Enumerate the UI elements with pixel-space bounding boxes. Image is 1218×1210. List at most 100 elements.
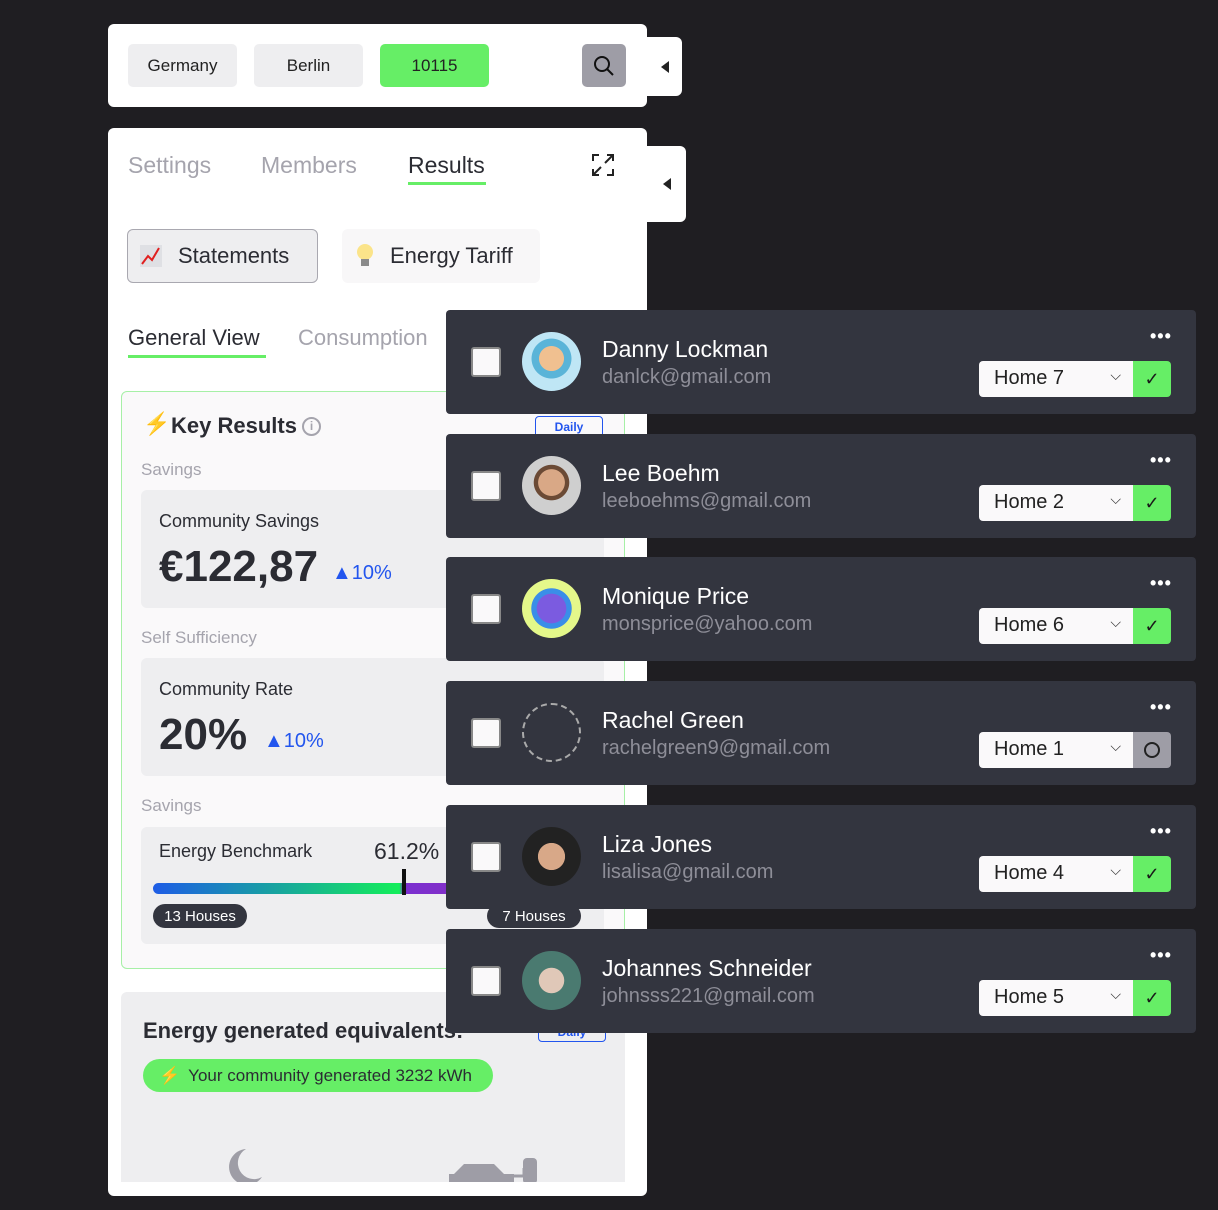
member-checkbox[interactable] bbox=[471, 347, 501, 377]
member-name: Rachel Green bbox=[602, 707, 744, 733]
subtab-underline bbox=[128, 355, 266, 358]
community-rate-label: Community Rate bbox=[159, 679, 294, 699]
home-value: Home 5 bbox=[994, 986, 1065, 1008]
member-row: Johannes Schneider johnsss221@gmail.com … bbox=[446, 929, 1196, 1033]
community-savings-label: Community Savings bbox=[159, 511, 320, 531]
tab-results[interactable]: Results bbox=[408, 152, 485, 178]
postcode-field[interactable]: 10115 bbox=[380, 44, 489, 87]
member-name: Danny Lockman bbox=[602, 336, 769, 362]
self-sufficiency-label: Self Sufficiency bbox=[141, 628, 257, 647]
left-houses-badge: 13 Houses bbox=[153, 904, 247, 928]
home-value: Home 7 bbox=[994, 367, 1065, 389]
community-rate-change: ▲10% bbox=[264, 730, 324, 752]
check-icon: ✓ bbox=[1144, 368, 1160, 389]
more-options-icon[interactable]: ••• bbox=[1150, 697, 1172, 717]
more-options-icon[interactable]: ••• bbox=[1150, 821, 1172, 841]
energy-tariff-label: Energy Tariff bbox=[390, 243, 513, 268]
clock-icon bbox=[1144, 742, 1160, 758]
status-button[interactable]: ✓ bbox=[1133, 485, 1171, 521]
search-button[interactable] bbox=[582, 44, 626, 87]
home-select[interactable]: Home 2 ⌵ bbox=[979, 485, 1133, 521]
member-checkbox[interactable] bbox=[471, 842, 501, 872]
member-checkbox[interactable] bbox=[471, 471, 501, 501]
member-name: Lee Boehm bbox=[602, 460, 720, 486]
more-options-icon[interactable]: ••• bbox=[1150, 573, 1172, 593]
community-savings-value: €122,87 bbox=[159, 542, 319, 591]
avatar-placeholder bbox=[522, 703, 581, 762]
energy-benchmark-value: 61.2% bbox=[374, 838, 440, 864]
statements-label: Statements bbox=[178, 243, 290, 268]
country-field[interactable]: Germany bbox=[128, 44, 237, 87]
status-button[interactable]: ✓ bbox=[1133, 980, 1171, 1016]
status-button[interactable]: ✓ bbox=[1133, 361, 1171, 397]
avatar bbox=[522, 827, 581, 886]
home-value: Home 2 bbox=[994, 491, 1065, 513]
check-icon: ✓ bbox=[1144, 492, 1160, 513]
avatar bbox=[522, 332, 581, 391]
generated-badge: ⚡ Your community generated 3232 kWh bbox=[143, 1059, 493, 1092]
avatar bbox=[522, 951, 581, 1010]
member-checkbox[interactable] bbox=[471, 594, 501, 624]
member-email: johnsss221@gmail.com bbox=[602, 985, 815, 1007]
key-results-title: Key Results bbox=[171, 413, 297, 438]
check-icon: ✓ bbox=[1144, 987, 1160, 1008]
moon-icon bbox=[229, 1149, 262, 1182]
status-button[interactable]: ✓ bbox=[1133, 856, 1171, 892]
more-options-icon[interactable]: ••• bbox=[1150, 945, 1172, 965]
more-options-icon[interactable]: ••• bbox=[1150, 326, 1172, 346]
member-email: rachelgreen9@gmail.com bbox=[602, 737, 831, 759]
collapse-panel-button[interactable] bbox=[647, 146, 686, 222]
home-value: Home 4 bbox=[994, 862, 1065, 884]
home-value: Home 1 bbox=[994, 738, 1065, 760]
subtab-consumption[interactable]: Consumption bbox=[298, 325, 428, 350]
light-bulb-icon bbox=[357, 244, 373, 266]
tab-settings[interactable]: Settings bbox=[128, 152, 212, 178]
collapse-location-button[interactable] bbox=[647, 37, 682, 96]
member-row: Danny Lockman danlck@gmail.com ••• Home … bbox=[446, 310, 1196, 414]
status-button[interactable] bbox=[1133, 732, 1171, 768]
member-name: Monique Price bbox=[602, 583, 750, 609]
chevron-down-icon: ⌵ bbox=[1110, 738, 1121, 754]
energy-tariff-button[interactable]: Energy Tariff bbox=[342, 229, 540, 283]
chart-increasing-icon bbox=[140, 245, 162, 267]
equivalents-title: Energy generated equivalents: bbox=[143, 1018, 464, 1043]
chevron-down-icon: ⌵ bbox=[1110, 614, 1121, 630]
info-icon[interactable]: i bbox=[302, 417, 321, 436]
status-button[interactable]: ✓ bbox=[1133, 608, 1171, 644]
home-value: Home 6 bbox=[994, 614, 1065, 636]
home-select[interactable]: Home 7 ⌵ bbox=[979, 361, 1133, 397]
more-options-icon[interactable]: ••• bbox=[1150, 450, 1172, 470]
statements-button[interactable]: Statements bbox=[127, 229, 318, 283]
city-field[interactable]: Berlin bbox=[254, 44, 363, 87]
change-value: 10% bbox=[351, 562, 392, 584]
tab-underline bbox=[408, 182, 486, 185]
electric-car-icon bbox=[449, 1158, 537, 1182]
lightning-icon: ⚡ bbox=[143, 411, 171, 436]
home-select[interactable]: Home 6 ⌵ bbox=[979, 608, 1133, 644]
energy-benchmark-label: Energy Benchmark bbox=[159, 841, 313, 861]
tab-members[interactable]: Members bbox=[261, 152, 357, 178]
caret-left-icon bbox=[660, 60, 669, 73]
chevron-down-icon: ⌵ bbox=[1110, 491, 1121, 507]
member-email: danlck@gmail.com bbox=[602, 366, 772, 388]
subtab-general-view[interactable]: General View bbox=[128, 325, 260, 350]
community-rate-value: 20% bbox=[159, 710, 248, 759]
home-select[interactable]: Home 1 ⌵ bbox=[979, 732, 1133, 768]
member-email: lisalisa@gmail.com bbox=[602, 861, 774, 883]
lightning-icon: ⚡ bbox=[159, 1065, 181, 1085]
check-icon: ✓ bbox=[1144, 863, 1160, 884]
benchmark-bar bbox=[153, 883, 593, 894]
avatar bbox=[522, 579, 581, 638]
expand-icon[interactable] bbox=[592, 154, 614, 176]
member-checkbox[interactable] bbox=[471, 718, 501, 748]
member-checkbox[interactable] bbox=[471, 966, 501, 996]
savings-label-2: Savings bbox=[141, 796, 202, 815]
member-name: Liza Jones bbox=[602, 831, 712, 857]
home-select[interactable]: Home 4 ⌵ bbox=[979, 856, 1133, 892]
member-email: leeboehms@gmail.com bbox=[602, 490, 812, 512]
member-row: Monique Price monsprice@yahoo.com ••• Ho… bbox=[446, 557, 1196, 661]
community-savings-change: ▲10% bbox=[332, 562, 392, 584]
member-row: Lee Boehm leeboehms@gmail.com ••• Home 2… bbox=[446, 434, 1196, 538]
caret-left-icon bbox=[662, 178, 671, 190]
home-select[interactable]: Home 5 ⌵ bbox=[979, 980, 1133, 1016]
